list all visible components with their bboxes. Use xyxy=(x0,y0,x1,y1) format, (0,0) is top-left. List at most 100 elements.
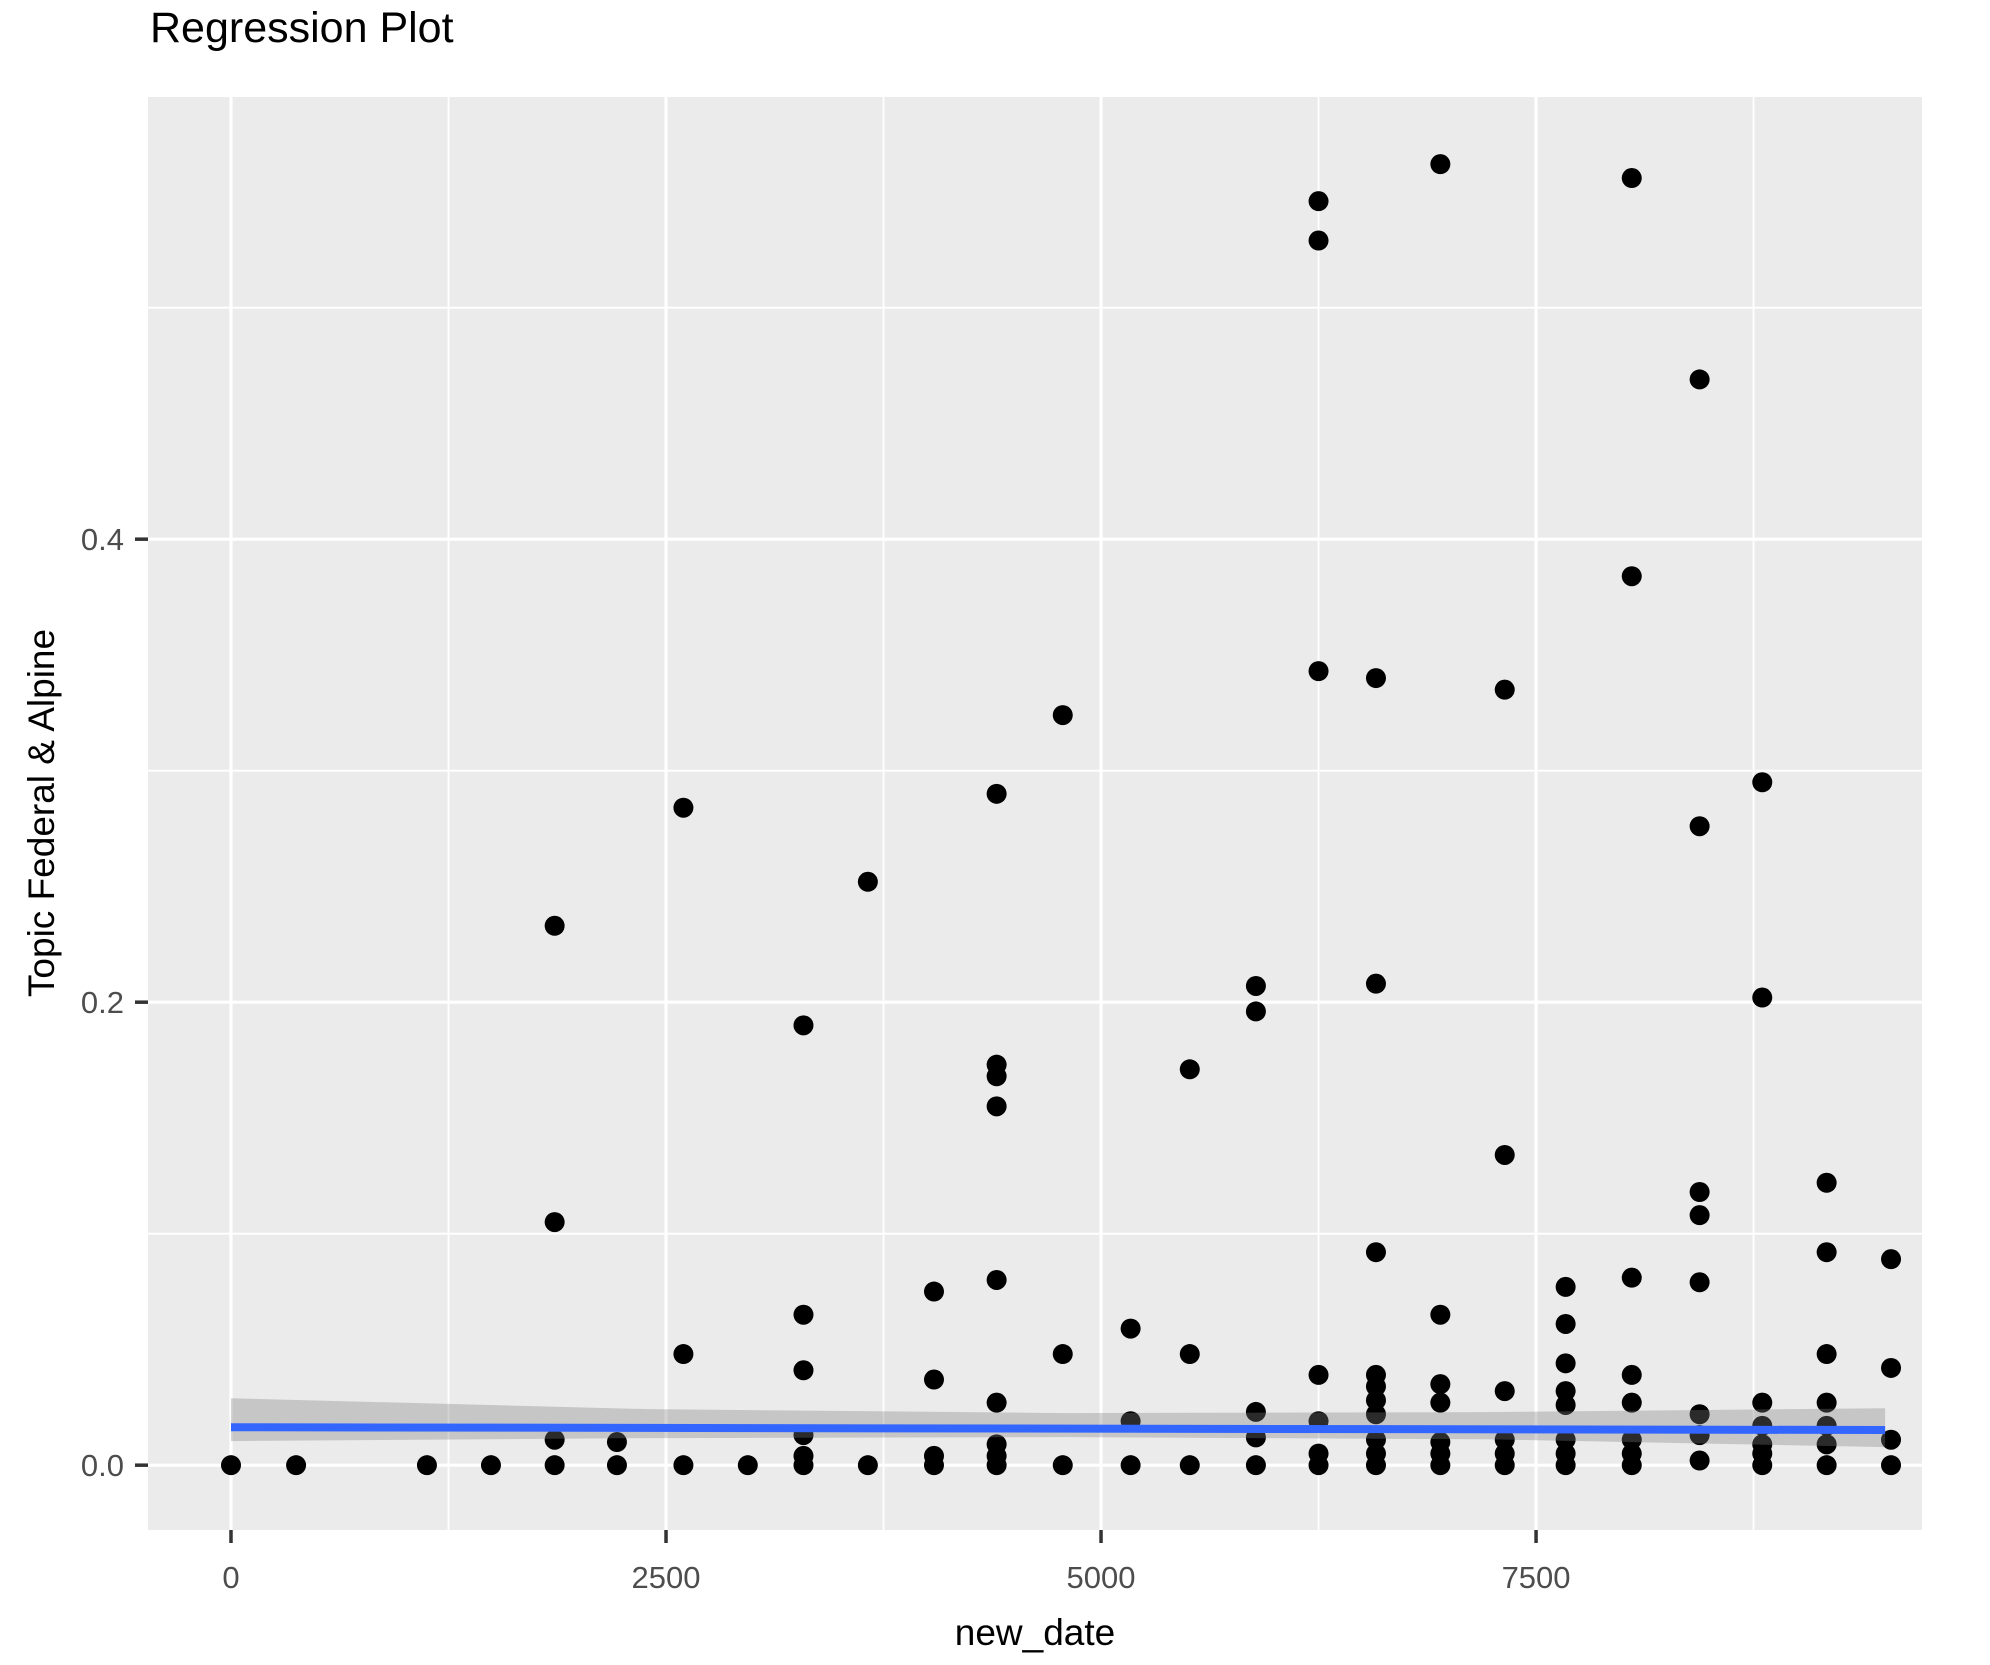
data-point xyxy=(1494,1429,1515,1450)
data-point xyxy=(606,1455,627,1476)
data-point xyxy=(221,1455,242,1476)
data-point xyxy=(1494,1144,1515,1165)
data-point xyxy=(1555,1455,1576,1476)
x-axis-title: new_date xyxy=(954,1612,1116,1653)
data-point xyxy=(544,1429,565,1450)
data-point xyxy=(1621,1364,1642,1385)
y-tick-label: 0.0 xyxy=(81,1448,124,1483)
data-point xyxy=(1555,1394,1576,1415)
plot-title: Regression Plot xyxy=(150,4,454,52)
data-point xyxy=(1816,1172,1837,1193)
data-point xyxy=(923,1455,944,1476)
data-point xyxy=(1816,1344,1837,1365)
data-point xyxy=(1621,1455,1642,1476)
data-point xyxy=(1179,1455,1200,1476)
x-tick-label: 0 xyxy=(222,1560,239,1595)
data-point xyxy=(286,1455,307,1476)
plot-panel xyxy=(148,97,1922,1530)
data-point xyxy=(1245,1001,1266,1022)
data-point xyxy=(1752,1455,1773,1476)
data-point xyxy=(1881,1249,1902,1270)
data-point xyxy=(1752,987,1773,1008)
data-point xyxy=(1179,1059,1200,1080)
data-point xyxy=(1245,975,1266,996)
data-point xyxy=(1365,1404,1386,1425)
data-point xyxy=(673,1344,694,1365)
data-point xyxy=(793,1360,814,1381)
data-point xyxy=(986,1066,1007,1087)
data-point xyxy=(793,1015,814,1036)
data-point xyxy=(793,1304,814,1325)
data-point xyxy=(1494,679,1515,700)
data-point xyxy=(1621,1429,1642,1450)
data-point xyxy=(986,1455,1007,1476)
data-point xyxy=(857,871,878,892)
data-point xyxy=(544,1455,565,1476)
data-point xyxy=(1689,1272,1710,1293)
data-point xyxy=(986,1096,1007,1117)
data-point xyxy=(1752,1392,1773,1413)
y-tick-label: 0.2 xyxy=(81,985,124,1020)
data-point xyxy=(1689,1182,1710,1203)
data-point xyxy=(1308,230,1329,251)
data-point xyxy=(1555,1276,1576,1297)
data-point xyxy=(737,1455,758,1476)
data-point xyxy=(1365,1242,1386,1263)
data-point xyxy=(923,1369,944,1390)
data-point xyxy=(1555,1313,1576,1334)
data-point xyxy=(673,1455,694,1476)
confidence-band xyxy=(231,1398,1886,1448)
data-point xyxy=(1052,1455,1073,1476)
data-point xyxy=(1689,1450,1710,1471)
data-point xyxy=(544,915,565,936)
data-point xyxy=(1816,1242,1837,1263)
data-point xyxy=(1365,1455,1386,1476)
x-tick-label: 5000 xyxy=(1067,1560,1136,1595)
data-point xyxy=(606,1432,627,1453)
data-point xyxy=(1555,1381,1576,1402)
data-point xyxy=(480,1455,501,1476)
data-point xyxy=(1179,1344,1200,1365)
data-point xyxy=(1881,1357,1902,1378)
data-point xyxy=(986,783,1007,804)
data-point xyxy=(1365,668,1386,689)
data-point xyxy=(1494,1455,1515,1476)
data-point xyxy=(416,1455,437,1476)
data-point xyxy=(1689,1404,1710,1425)
data-point xyxy=(1430,1455,1451,1476)
data-point xyxy=(1308,1364,1329,1385)
data-point xyxy=(1881,1455,1902,1476)
data-point xyxy=(1308,661,1329,682)
data-point xyxy=(1365,1390,1386,1411)
data-point xyxy=(1816,1455,1837,1476)
data-point xyxy=(1816,1434,1837,1455)
data-point xyxy=(1555,1429,1576,1450)
data-point xyxy=(793,1455,814,1476)
data-point xyxy=(1689,369,1710,390)
data-point xyxy=(986,1269,1007,1290)
data-point xyxy=(1689,1205,1710,1226)
data-point xyxy=(1621,566,1642,587)
data-point xyxy=(1052,705,1073,726)
data-point xyxy=(1052,1344,1073,1365)
data-point xyxy=(1621,1392,1642,1413)
y-axis-title: Topic Federal & Alpine xyxy=(21,628,62,998)
x-tick-label: 2500 xyxy=(632,1560,701,1595)
data-point xyxy=(1365,973,1386,994)
data-point xyxy=(1308,1455,1329,1476)
data-point xyxy=(1555,1353,1576,1374)
data-point xyxy=(1689,816,1710,837)
data-point xyxy=(1120,1318,1141,1339)
data-point xyxy=(1430,154,1451,175)
data-point xyxy=(1245,1455,1266,1476)
data-point xyxy=(1752,772,1773,793)
data-point xyxy=(1430,1392,1451,1413)
data-point xyxy=(923,1281,944,1302)
data-point xyxy=(1308,191,1329,212)
data-point xyxy=(1881,1429,1902,1450)
data-point xyxy=(544,1212,565,1233)
data-point xyxy=(1430,1374,1451,1395)
data-point xyxy=(1245,1401,1266,1422)
